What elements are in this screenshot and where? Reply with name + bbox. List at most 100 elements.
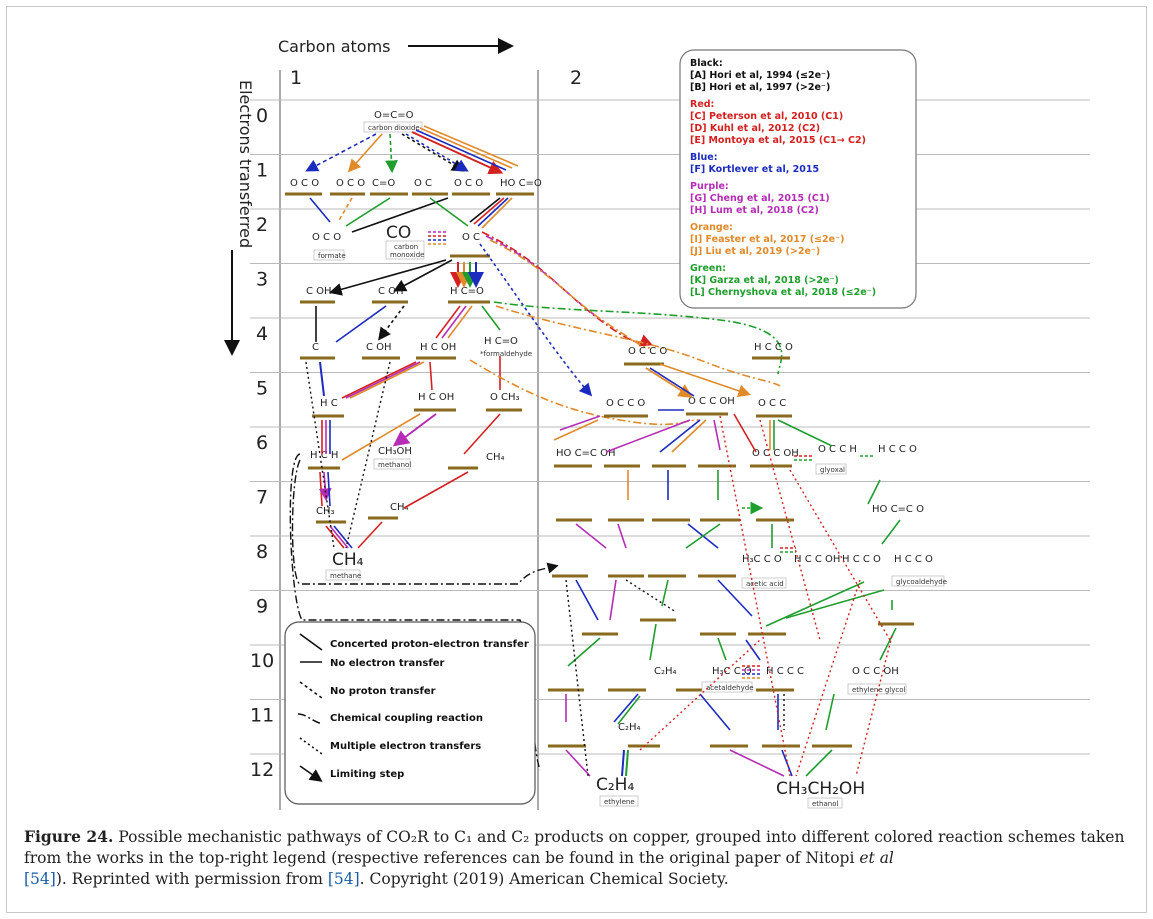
caption-etal: et al <box>859 849 894 867</box>
svg-text:C OH: C OH <box>306 286 332 297</box>
legend-entry-1-0: [C] Peterson et al, 2010 (C1) <box>690 111 843 122</box>
y-axis-title: Electrons transferred <box>236 80 255 248</box>
ch4-a: CH₄ <box>486 452 505 463</box>
co2-label-box <box>363 121 423 133</box>
co-adsorbed: O C <box>462 232 480 243</box>
row1-adsorbates: O C O O C O C=O O C O C O HO C=O <box>285 178 542 196</box>
key-concerted: Concerted proton-electron transfer <box>330 639 529 650</box>
key-multiple: Multiple electron transfers <box>330 741 481 752</box>
svg-text:C OH: C OH <box>378 286 404 297</box>
glyoxal-label-box <box>815 463 847 475</box>
svg-text:H C C O: H C C O <box>894 554 933 565</box>
svg-text:H C OH: H C OH <box>418 392 454 403</box>
row-label-4: 4 <box>256 323 268 345</box>
glycolaldehyde-label: glycoaldehyde <box>896 578 947 586</box>
svg-text:H₃C C O: H₃C C O <box>712 666 752 677</box>
caption-ref-1[interactable]: [54] <box>24 870 56 888</box>
svg-text:H C=O: H C=O <box>484 336 518 347</box>
row-gridlines <box>250 99 1090 755</box>
co-label-line1: carbon <box>394 243 418 251</box>
legend-entry-5-0: [K] Garza et al, 2018 (>2e⁻) <box>690 275 839 286</box>
svg-text:O C C O: O C C O <box>606 398 645 409</box>
legend-content: Black:[A] Hori et al, 1994 (≤2e⁻)[B] Hor… <box>690 58 876 298</box>
ethanol-label-box <box>807 797 843 809</box>
row-label-2: 2 <box>256 214 268 236</box>
legend-entry-0-1: [B] Hori et al, 1997 (>2e⁻) <box>690 82 830 93</box>
svg-text:O C C OH: O C C OH <box>752 448 799 459</box>
svg-text:O C O: O C O <box>290 178 319 189</box>
mechanism-diagram: Carbon atoms Electrons transferred 1 2 0… <box>224 37 1090 810</box>
acetic-label: acetic acid <box>746 580 784 588</box>
svg-text:H C C C: H C C C <box>766 666 804 677</box>
row-label-9: 9 <box>256 596 268 618</box>
svg-text:O C C H: O C C H <box>818 444 857 455</box>
key-limiting: Limiting step <box>330 769 404 780</box>
legend-entry-5-1: [L] Chernyshova et al, 2018 (≤2e⁻) <box>690 287 876 298</box>
key-coupling: Chemical coupling reaction <box>330 713 483 724</box>
legend-group-title-4: Orange: <box>690 222 733 233</box>
formate-label-box <box>313 249 345 261</box>
key-symbol-limiting <box>299 765 323 782</box>
row-label-8: 8 <box>256 541 268 563</box>
svg-text:C OH: C OH <box>366 342 392 353</box>
methanol-formula: CH₃OH <box>378 446 412 457</box>
svg-text:O CH₃: O CH₃ <box>490 392 520 403</box>
caption-text-1: Possible mechanistic pathways of CO₂R to… <box>24 828 1125 867</box>
formaldehyde-label: *formaldehyde <box>480 350 532 358</box>
ethanol-formula: CH₃CH₂OH <box>776 779 865 799</box>
svg-text:H C C O: H C C O <box>878 444 917 455</box>
methane-formula: CH₄ <box>332 550 364 570</box>
caption-ref-2[interactable]: [54] <box>327 870 360 888</box>
methanol-label-box <box>373 458 411 470</box>
row-label-6: 6 <box>256 432 268 454</box>
glycolaldehyde-label-box <box>891 575 945 587</box>
svg-text:O C C OH: O C C OH <box>852 666 899 677</box>
column1-pathways <box>305 125 519 549</box>
legend-entry-1-2: [E] Montoya et al, 2015 (C1→ C2) <box>690 135 866 146</box>
legend-entry-4-1: [J] Liu et al, 2019 (>2e⁻) <box>690 246 820 257</box>
caption-text-3: . Copyright (2019) American Chemical Soc… <box>359 870 729 888</box>
co2-label: carbon dioxide <box>368 124 420 132</box>
row-label-1: 1 <box>256 160 268 182</box>
svg-text:H C C O: H C C O <box>754 342 793 353</box>
legend-group-title-0: Black: <box>690 58 723 69</box>
co-label-box <box>385 240 425 260</box>
legend-group-title-3: Purple: <box>690 181 729 192</box>
key-symbol-no-proton <box>299 681 323 699</box>
svg-text:H₃C C O: H₃C C O <box>742 554 782 565</box>
co2-formula: O=C=O <box>374 110 414 121</box>
svg-text:HO C=C OH: HO C=C OH <box>556 448 615 459</box>
caption-text-2: ). Reprinted with permission from <box>55 870 328 888</box>
methane-label-box <box>325 569 361 581</box>
caption-label: Figure 24. <box>24 827 114 846</box>
legend-entry-4-0: [I] Feaster et al, 2017 (≤2e⁻) <box>690 234 844 245</box>
formate-structure: O C O <box>312 232 341 243</box>
ethylene-glycol-label-box <box>847 683 907 695</box>
row-label-10: 10 <box>250 650 274 672</box>
key-symbol-coupling <box>297 713 323 725</box>
ethylene-label: ethylene <box>604 798 635 806</box>
formate-label: formate <box>318 252 346 260</box>
ethylene-formula: C₂H₄ <box>596 775 634 795</box>
co-formula: CO <box>386 223 411 243</box>
row-label-0: 0 <box>256 105 268 127</box>
c2h4-a: C₂H₄ <box>654 666 677 677</box>
svg-text:O C O: O C O <box>454 178 483 189</box>
row-label-12: 12 <box>250 759 274 781</box>
legend-entry-3-1: [H] Lum et al, 2018 (C2) <box>690 205 819 216</box>
legend-entry-2-0: [F] Kortlever et al, 2015 <box>690 164 819 175</box>
row-label-3: 3 <box>256 269 268 291</box>
svg-text:C: C <box>312 342 319 353</box>
x-axis-title: Carbon atoms <box>278 37 391 56</box>
ethylene-label-box <box>599 795 639 807</box>
key-no-electron: No electron transfer <box>330 658 444 669</box>
svg-text:H C C OH: H C C OH <box>794 554 840 565</box>
ch4-b: CH₄ <box>390 502 409 513</box>
legend-group-title-2: Blue: <box>690 152 718 163</box>
column-2-label: 2 <box>570 67 582 89</box>
legend-group-title-1: Red: <box>690 99 714 110</box>
co-label-line2: monoxide <box>390 251 424 259</box>
line-style-key: Concerted proton-electron transfer No el… <box>297 633 529 782</box>
svg-text:HO C=C O: HO C=C O <box>872 504 924 515</box>
legend-group-title-5: Green: <box>690 263 726 274</box>
